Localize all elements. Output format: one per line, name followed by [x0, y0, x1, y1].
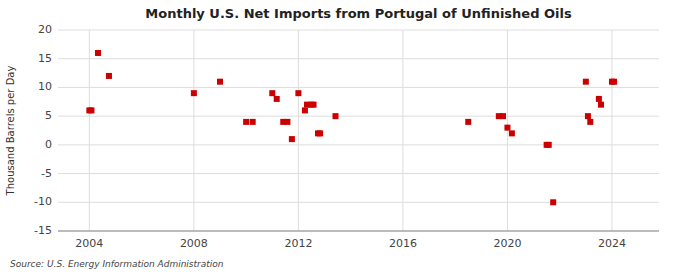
- x-grid-line: [193, 30, 194, 231]
- source-note: Source: U.S. Energy Information Administ…: [10, 259, 224, 269]
- point: [611, 79, 617, 85]
- points: [86, 50, 617, 205]
- y-grid-line: [58, 30, 659, 31]
- y-tick-label: 5: [45, 109, 52, 122]
- y-grid-line: [58, 144, 659, 145]
- y-axis-label: Thousand Barrels per Day: [5, 66, 16, 197]
- y-tick-label: -5: [41, 167, 52, 180]
- grid: [58, 30, 659, 231]
- point: [333, 113, 339, 119]
- y-grid-line: [58, 231, 659, 232]
- y-grid-line: [58, 58, 659, 59]
- chart: -15 -10 -5 0 5 10 15 20 2004 2008 2012 2016 2020 2024…: [0, 0, 675, 275]
- point: [106, 73, 112, 79]
- x-grid-line: [611, 30, 612, 231]
- point: [295, 90, 301, 96]
- y-tick-label: -15: [34, 224, 52, 237]
- y-tick-label: 0: [45, 138, 52, 151]
- point: [88, 107, 94, 113]
- y-grid-line: [58, 116, 659, 117]
- point: [269, 90, 275, 96]
- x-axis-line: [58, 231, 659, 232]
- y-tick-label: 15: [38, 52, 52, 65]
- point: [191, 90, 197, 96]
- point: [587, 119, 593, 125]
- y-tick-label: 10: [38, 80, 52, 93]
- y-grid-line: [58, 87, 659, 88]
- point: [302, 107, 308, 113]
- point: [465, 119, 471, 125]
- y-grid-line: [58, 173, 659, 174]
- point: [550, 199, 556, 205]
- y-tick-label: -10: [34, 195, 52, 208]
- background: [0, 0, 675, 275]
- y-tick-label: 20: [38, 23, 52, 36]
- x-tick-label: 2012: [284, 237, 312, 250]
- point: [284, 119, 290, 125]
- x-tick-label: 2016: [389, 237, 417, 250]
- point: [509, 130, 515, 136]
- x-tick-label: 2020: [493, 237, 521, 250]
- x-grid-line: [298, 30, 299, 231]
- point: [243, 119, 249, 125]
- x-tick-label: 2004: [75, 237, 103, 250]
- y-grid-line: [58, 202, 659, 203]
- point: [585, 113, 591, 119]
- point: [311, 102, 317, 108]
- point: [274, 96, 280, 102]
- point: [250, 119, 256, 125]
- point: [289, 136, 295, 142]
- point: [500, 113, 506, 119]
- x-grid-line: [89, 30, 90, 231]
- point: [546, 142, 552, 148]
- title: Monthly U.S. Net Imports from Portugal o…: [145, 6, 572, 21]
- chart-container: -15 -10 -5 0 5 10 15 20 2004 2008 2012 2016 2020 2024…: [0, 0, 675, 275]
- point: [217, 79, 223, 85]
- point: [504, 125, 510, 131]
- x-tick-label: 2024: [598, 237, 626, 250]
- point: [598, 102, 604, 108]
- x-grid-line: [402, 30, 403, 231]
- point: [95, 50, 101, 56]
- point: [317, 130, 323, 136]
- point: [583, 79, 589, 85]
- x-tick-label: 2008: [180, 237, 208, 250]
- point: [596, 96, 602, 102]
